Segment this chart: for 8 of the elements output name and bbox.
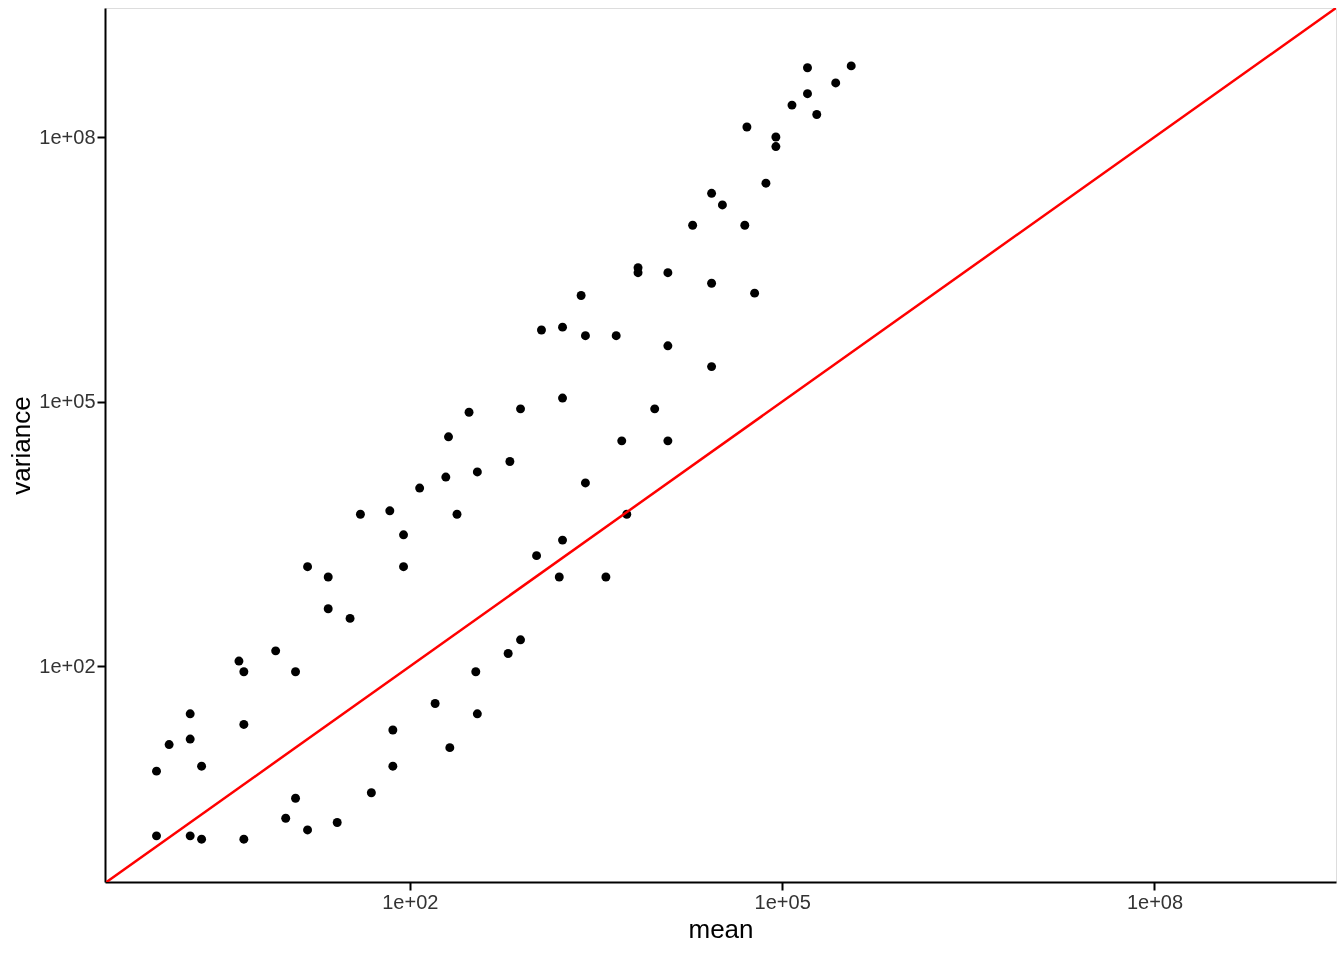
x-tick-label: 1e+05 [754, 890, 811, 913]
y-tick-label: 1e+02 [39, 654, 96, 677]
x-tick-label: 1e+02 [382, 890, 439, 913]
y-tick-label: 1e+05 [39, 390, 96, 413]
y-tick-label: 1e+08 [39, 125, 96, 148]
y-axis-title: variance [6, 396, 37, 495]
x-axis-title: mean [688, 913, 754, 944]
x-tick-label: 1e+08 [1126, 890, 1184, 913]
